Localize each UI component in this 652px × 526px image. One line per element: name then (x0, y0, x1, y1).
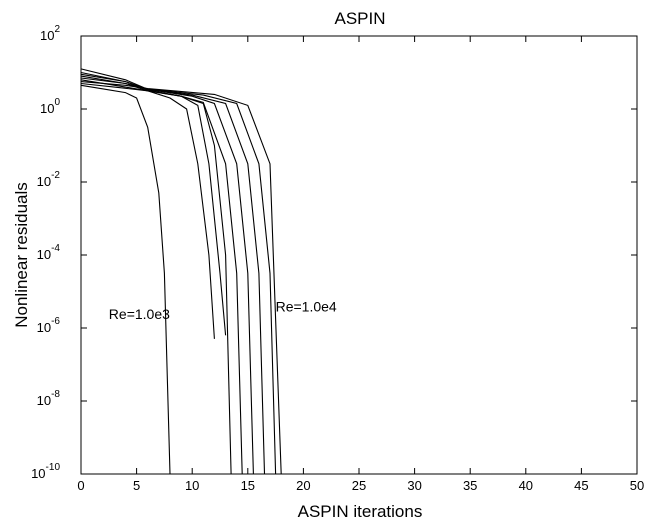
series-line-4 (80, 75, 232, 475)
y-tick-label: 10-10 (31, 462, 60, 481)
series-line-9 (80, 81, 282, 475)
series-lines (80, 68, 282, 475)
x-tick-label: 45 (574, 478, 588, 493)
plot-frame (80, 35, 638, 475)
series-line-3 (80, 79, 227, 336)
series-line-7 (80, 73, 266, 475)
y-tick-label: 10-6 (37, 316, 61, 335)
x-tick-label: 20 (296, 478, 310, 493)
chart-title: ASPIN (334, 9, 385, 28)
y-tick-label: 10-2 (37, 170, 61, 189)
y-tick-label: 10-4 (37, 243, 61, 262)
annotations: Re=1.0e3 Re=1.0e4 (109, 299, 337, 322)
x-tick-label: 40 (519, 478, 533, 493)
x-axis: 0 5 10 15 20 25 30 35 40 45 50 (77, 36, 644, 493)
y-tick-label: 10-8 (37, 389, 61, 408)
x-tick-label: 5 (133, 478, 140, 493)
y-tick-label: 100 (40, 97, 60, 116)
x-tick-label: 35 (463, 478, 477, 493)
series-line-6 (80, 68, 254, 475)
x-tick-label: 50 (630, 478, 644, 493)
annotation-label: Re=1.0e3 (109, 306, 170, 322)
series-line-5 (80, 71, 243, 475)
x-tick-label: 10 (185, 478, 199, 493)
y-tick-label: 102 (40, 24, 60, 43)
series-line-2 (80, 82, 215, 339)
x-tick-label: 15 (241, 478, 255, 493)
y-axis-label: Nonlinear residuals (12, 182, 31, 328)
series-line-1 (80, 84, 171, 475)
x-tick-label: 30 (407, 478, 421, 493)
x-tick-label: 0 (77, 478, 84, 493)
x-tick-label: 25 (352, 478, 366, 493)
annotation-label: Re=1.0e4 (276, 299, 337, 315)
series-line-8 (80, 77, 277, 475)
x-axis-label: ASPIN iterations (298, 502, 423, 521)
